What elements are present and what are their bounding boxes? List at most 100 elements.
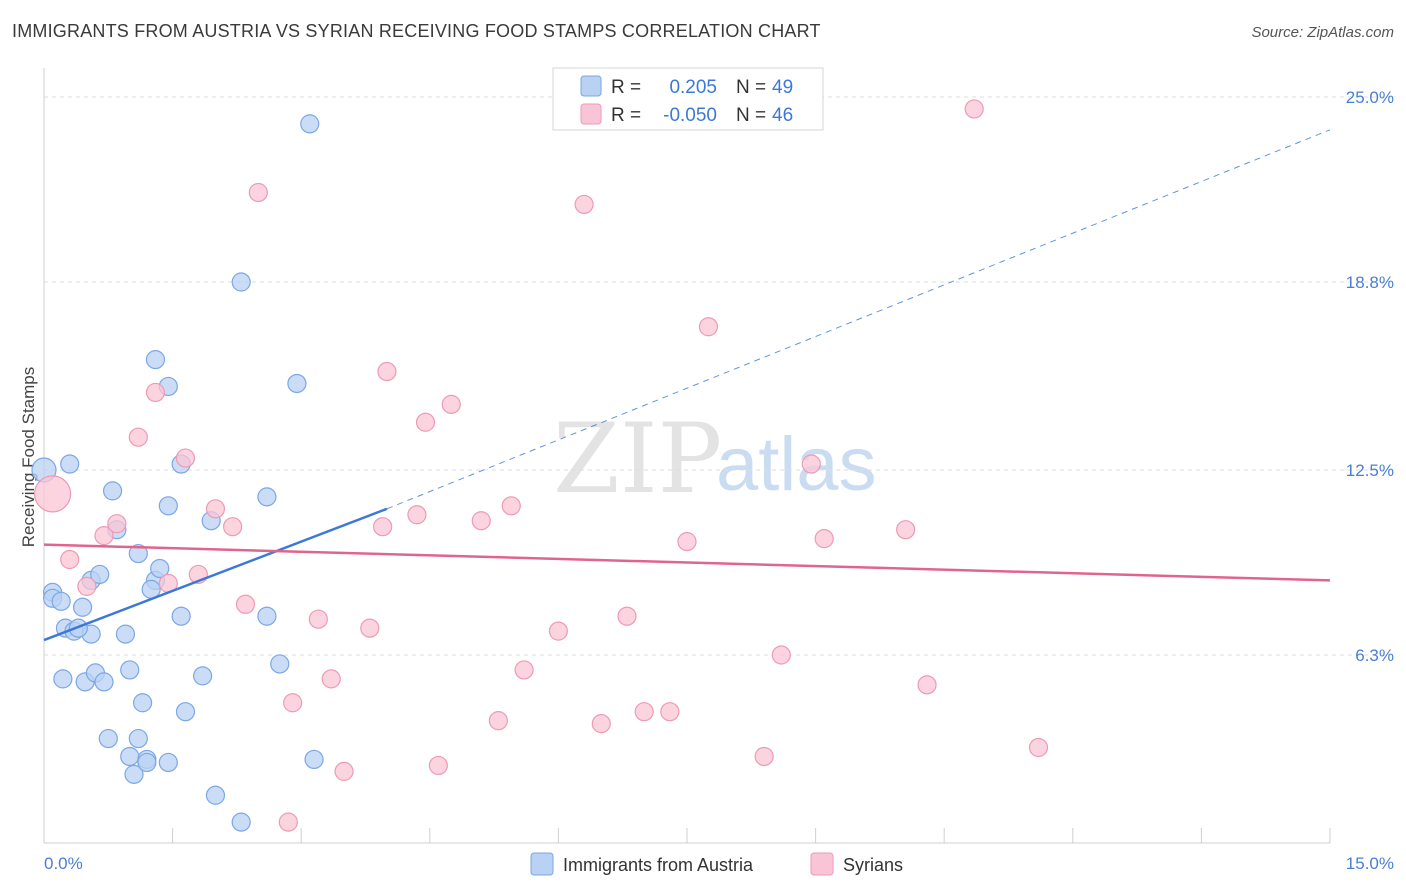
syrians-point-14 bbox=[278, 812, 298, 832]
syrians-point-13 bbox=[248, 182, 268, 203]
syrians-point-41 bbox=[814, 529, 834, 549]
syrians-point-16 bbox=[308, 609, 328, 629]
syrians-point-19 bbox=[360, 618, 380, 638]
austria-point-43 bbox=[257, 606, 277, 626]
syrians-point-43 bbox=[917, 675, 937, 695]
syrians-point-15 bbox=[283, 693, 303, 713]
austria-point-36 bbox=[175, 702, 196, 722]
syrians-point-10 bbox=[205, 499, 226, 519]
syrians-point-36 bbox=[677, 532, 697, 552]
syrians-point-32 bbox=[591, 714, 611, 734]
series-syrians-points bbox=[33, 99, 1049, 832]
x-tick-label-max: 15.0% bbox=[1346, 854, 1394, 873]
syrians-point-8 bbox=[175, 448, 196, 468]
austria-point-46 bbox=[300, 114, 320, 134]
austria-point-23 bbox=[158, 496, 178, 516]
austria-point-42 bbox=[257, 487, 277, 507]
austria-point-4 bbox=[60, 454, 80, 474]
source-credit: Source: ZipAtlas.com bbox=[1251, 24, 1394, 41]
austria-point-33 bbox=[132, 693, 153, 713]
syrians-point-37 bbox=[698, 317, 719, 337]
austria-point-18 bbox=[98, 728, 118, 749]
austria-point-17 bbox=[94, 672, 114, 692]
syrians-point-23 bbox=[415, 412, 436, 432]
syrians-point-45 bbox=[1028, 737, 1049, 758]
syrians-point-28 bbox=[501, 496, 521, 516]
austria-point-35 bbox=[158, 752, 178, 773]
watermark-zip: ZIP bbox=[553, 403, 722, 515]
y-tick-label-2: 18.8% bbox=[1346, 273, 1394, 292]
austria-point-40 bbox=[231, 272, 251, 292]
austria-point-24 bbox=[171, 606, 191, 626]
syrians-point-38 bbox=[754, 746, 774, 767]
austria-point-10 bbox=[102, 481, 123, 501]
series-legend-swatch-syrians bbox=[810, 852, 834, 876]
syrians-point-4 bbox=[107, 514, 127, 534]
legend-n-value-austria: 49 bbox=[772, 77, 793, 98]
austria-point-37 bbox=[193, 666, 213, 686]
x-tick-label-min: 0.0% bbox=[44, 854, 83, 873]
austria-point-19 bbox=[115, 624, 136, 644]
austria-point-31 bbox=[137, 752, 157, 773]
austria-point-28 bbox=[120, 746, 140, 767]
legend-r-value-austria: 0.205 bbox=[669, 77, 717, 98]
legend-n-label-austria: N = bbox=[736, 77, 766, 98]
series-legend-swatch-austria bbox=[530, 852, 554, 876]
syrians-point-26 bbox=[471, 511, 491, 531]
series-legend-label-syrians: Syrians bbox=[843, 855, 903, 875]
legend-r-label-syrians: R = bbox=[611, 105, 641, 126]
austria-point-32 bbox=[128, 728, 148, 749]
austria-point-20 bbox=[128, 543, 148, 564]
austria-point-39 bbox=[205, 785, 226, 805]
syrians-point-22 bbox=[407, 505, 427, 525]
syrians-point-2 bbox=[77, 576, 97, 596]
syrians-point-42 bbox=[896, 520, 916, 540]
syrians-point-31 bbox=[574, 194, 594, 215]
syrians-point-12 bbox=[235, 594, 256, 614]
syrians-point-6 bbox=[145, 382, 166, 403]
y-tick-label-3: 25.0% bbox=[1346, 88, 1394, 107]
syrians-point-44 bbox=[964, 99, 984, 119]
chart-title: IMMIGRANTS FROM AUSTRIA VS SYRIAN RECEIV… bbox=[12, 21, 821, 41]
austria-point-29 bbox=[124, 764, 144, 784]
austria-point-48 bbox=[150, 558, 170, 579]
legend-swatch-syrians bbox=[580, 103, 602, 125]
y-axis-label: Receiving Food Stamps bbox=[19, 367, 38, 547]
x-ticks bbox=[172, 828, 1331, 843]
austria-point-9 bbox=[90, 564, 110, 585]
syrians-point-1 bbox=[60, 549, 80, 570]
austria-point-7 bbox=[72, 597, 93, 617]
syrians-point-24 bbox=[428, 755, 448, 776]
gridlines bbox=[44, 96, 1394, 656]
syrians-point-20 bbox=[373, 517, 393, 537]
y-tick-label-1: 12.5% bbox=[1346, 461, 1394, 480]
syrians-point-29 bbox=[514, 660, 534, 680]
y-tick-labels: 6.3% 12.5% 18.8% 25.0% bbox=[1346, 88, 1394, 665]
austria-point-45 bbox=[287, 373, 307, 394]
trend-lines bbox=[43, 129, 1331, 642]
austria-point-47 bbox=[304, 749, 324, 770]
correlation-legend: R = 0.205 N = 49 R = -0.050 N = 46 bbox=[552, 67, 824, 131]
syrians-point-11 bbox=[223, 517, 243, 537]
syrians-point-34 bbox=[634, 702, 654, 722]
trend-line-austria bbox=[43, 507, 388, 642]
syrians-point-5 bbox=[128, 427, 148, 447]
syrians-point-25 bbox=[441, 394, 461, 414]
series-austria-points bbox=[31, 114, 324, 832]
syrians-point-40 bbox=[801, 454, 821, 474]
syrians-point-18 bbox=[334, 761, 354, 781]
austria-point-14 bbox=[53, 669, 73, 689]
austria-point-41 bbox=[231, 812, 251, 832]
syrians-point-33 bbox=[617, 606, 637, 626]
syrians-point-17 bbox=[321, 669, 341, 689]
series-legend-label-austria: Immigrants from Austria bbox=[563, 855, 754, 875]
legend-n-label-syrians: N = bbox=[736, 105, 766, 126]
legend-n-value-syrians: 46 bbox=[772, 105, 793, 126]
watermark: ZIP atlas bbox=[553, 403, 877, 515]
syrians-point-35 bbox=[660, 702, 680, 722]
syrians-point-39 bbox=[771, 645, 791, 665]
austria-point-3 bbox=[51, 591, 71, 611]
y-tick-label-0: 6.3% bbox=[1355, 646, 1394, 665]
series-legend: Immigrants from Austria Syrians bbox=[530, 852, 903, 876]
